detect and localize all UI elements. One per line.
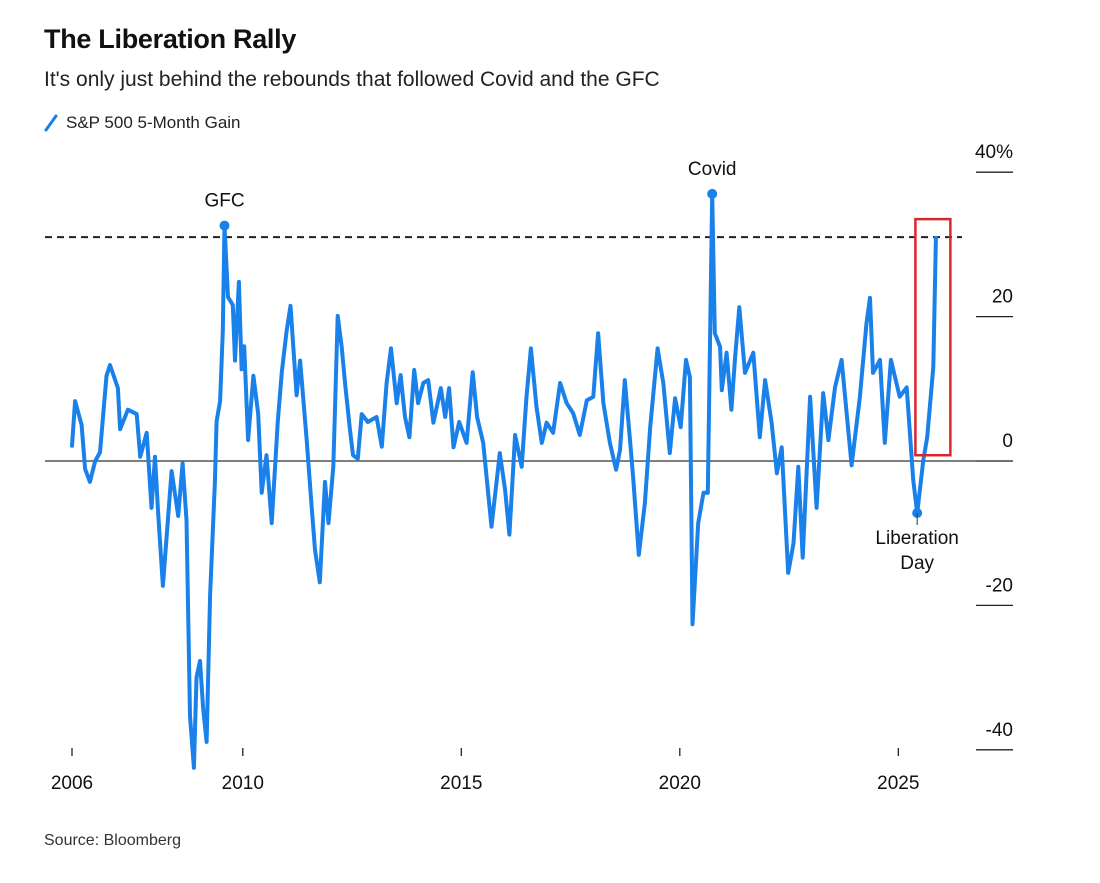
annotation-dot: [219, 220, 230, 231]
line-slash-icon: [44, 114, 58, 132]
series-line-sp500-5-month-gain: [70, 191, 938, 770]
y-tick-label: 20: [992, 287, 1013, 308]
annotations: GFC Covid Liberation Day: [204, 159, 958, 574]
x-tick-label: 2015: [440, 773, 482, 794]
y-tick-label: 0: [1002, 431, 1013, 452]
x-tick-label: 2020: [659, 773, 701, 794]
chart-subtitle: It's only just behind the rebounds that …: [44, 68, 660, 91]
chart-title: The Liberation Rally: [44, 24, 297, 54]
y-tick-label: -40: [986, 720, 1013, 741]
annotation-label: GFC: [204, 191, 244, 212]
y-tick-label: -20: [986, 575, 1013, 596]
legend-label: S&P 500 5-Month Gain: [66, 113, 241, 132]
y-tick-label: 40%: [975, 142, 1013, 163]
annotation-label: Day: [900, 553, 934, 574]
annotation-label: Liberation: [875, 528, 958, 549]
highlight-box: [914, 217, 952, 457]
annotation-label: Covid: [688, 159, 737, 180]
source-note: Source: Bloomberg: [44, 832, 181, 849]
x-tick-label: 2006: [51, 773, 93, 794]
annotation-dot: [707, 188, 718, 199]
plot-area: [70, 191, 938, 770]
x-tick-label: 2010: [222, 773, 264, 794]
x-tick-label: 2025: [877, 773, 919, 794]
legend: S&P 500 5-Month Gain: [44, 113, 241, 133]
